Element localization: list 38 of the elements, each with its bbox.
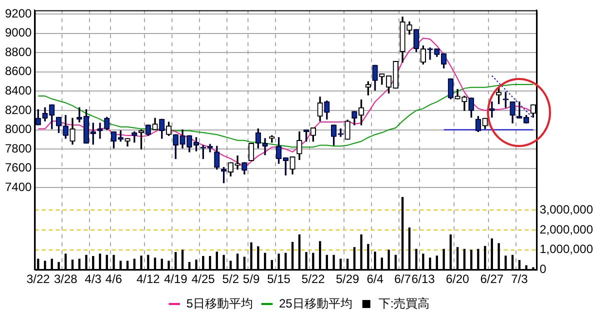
- x-tick-label: 4/3: [84, 272, 102, 286]
- y2-tick-label: 2,000,000: [540, 222, 594, 236]
- y-tick-label: 8600: [4, 64, 32, 78]
- x-tick-label: 5/2: [222, 272, 240, 286]
- x-tick-label: 6/20: [446, 272, 470, 286]
- y2-tick-label: 0: [540, 262, 547, 276]
- legend-label: 下:売買高: [378, 296, 430, 310]
- x-tick-label: 7/3: [511, 272, 528, 286]
- x-tick-label: 4/25: [191, 272, 216, 286]
- x-tick-label: 4/19: [164, 272, 188, 286]
- x-tick-label: 6/13: [411, 272, 436, 286]
- x-tick-label: 5/9: [242, 272, 260, 286]
- x-tick-label: 5/22: [301, 272, 326, 286]
- x-tick-label: 4/6: [105, 272, 122, 286]
- y-tick-label: 9000: [4, 26, 32, 40]
- y-tick-label: 7600: [4, 160, 32, 175]
- x-tick-label: 6/27: [480, 272, 504, 286]
- x-tick-label: 3/28: [54, 272, 78, 286]
- x-tick-label: 6/4: [366, 272, 384, 286]
- legend-label: 5日移動平均: [186, 296, 254, 310]
- x-tick-label: 5/29: [336, 272, 360, 286]
- x-tick-label: 5/15: [267, 272, 291, 286]
- y-tick-label: 9200: [4, 6, 32, 20]
- y-tick-label: 8400: [4, 84, 32, 98]
- y-tick-label: 7800: [4, 141, 32, 156]
- x-tick-label: 3/22: [26, 272, 50, 286]
- y-tick-label: 8200: [4, 102, 32, 117]
- legend-label: 25日移動平均: [278, 296, 352, 310]
- candlestick: [262, 138, 268, 156]
- x-tick-label: 4/12: [136, 272, 160, 286]
- y2-tick-label: 1,000,000: [540, 242, 594, 256]
- y-tick-label: 7400: [4, 180, 32, 194]
- candlestick: [234, 155, 240, 170]
- x-tick-label: 6/7: [394, 272, 412, 286]
- y-tick-label: 8000: [4, 122, 32, 136]
- y2-tick-label: 3,000,000: [540, 202, 594, 217]
- candlestick: [489, 101, 495, 118]
- y-tick-label: 8800: [4, 44, 32, 59]
